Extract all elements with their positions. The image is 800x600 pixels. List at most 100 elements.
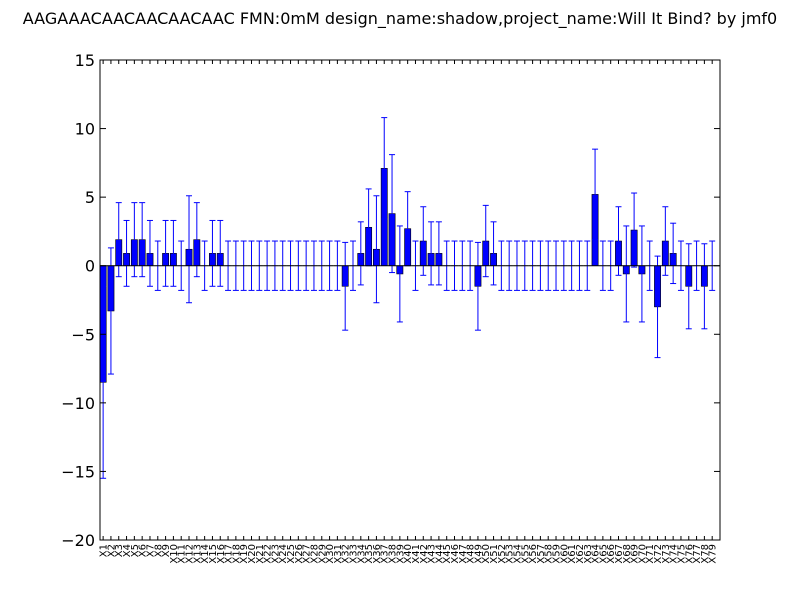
- x-tick-label: X66: [606, 544, 617, 564]
- error-bar-X78: [701, 243, 708, 330]
- x-tick-label: X23: [270, 544, 281, 564]
- x-tick-label: X21: [255, 544, 266, 564]
- error-bar-X37: [381, 117, 388, 220]
- error-bar-X5: [131, 202, 138, 278]
- x-tick-label: X39: [395, 544, 406, 564]
- x-tick-label: X24: [278, 544, 289, 564]
- error-bar-X15: [209, 219, 216, 287]
- error-bar-X10: [170, 219, 177, 287]
- error-bar-X13: [193, 202, 200, 278]
- y-tick-label: −15: [61, 462, 95, 481]
- x-tick-label: X77: [692, 544, 703, 564]
- x-tick-label: X44: [434, 544, 445, 564]
- y-tick-label: 10: [75, 120, 95, 139]
- x-tick-label: X22: [263, 544, 274, 564]
- x-tick-label: X42: [419, 544, 430, 564]
- error-bar-X68: [623, 225, 630, 323]
- x-tick-label: X32: [341, 544, 352, 564]
- y-axis: 15 10 5 0 −5 −10 −15 −20: [61, 51, 720, 550]
- x-tick-label: X37: [380, 544, 391, 564]
- x-tick-label: X13: [192, 544, 203, 564]
- x-tick-label: X75: [676, 544, 687, 564]
- y-tick-label: −20: [61, 531, 95, 550]
- x-tick-label: X29: [317, 544, 328, 564]
- error-bar-X74: [670, 222, 677, 285]
- x-tick-label: X16: [216, 544, 227, 564]
- x-tick-label: X43: [427, 544, 438, 564]
- error-bar-X76: [685, 243, 692, 330]
- x-tick-label: X12: [185, 544, 196, 564]
- x-tick-label: X20: [247, 544, 258, 564]
- chart-title: AAGAAACAACAACAACAAC FMN:0mM design_name:…: [23, 9, 777, 29]
- error-bar-X73: [662, 206, 669, 276]
- x-tick-label: X73: [661, 544, 672, 564]
- x-tick-label: X48: [466, 544, 477, 564]
- x-tick-label: X55: [520, 544, 531, 564]
- x-tick-label: X11: [177, 544, 188, 564]
- x-tick-label: X45: [442, 544, 453, 564]
- x-tick-label: X34: [356, 544, 367, 564]
- x-tick-label: X38: [388, 544, 399, 564]
- error-bar-X69: [631, 192, 638, 268]
- x-tick-label: X61: [567, 544, 578, 564]
- x-tick-label: X76: [684, 544, 695, 564]
- x-tick-label: X68: [622, 544, 633, 564]
- x-tick-label: X69: [630, 544, 641, 564]
- error-bar-X43: [428, 221, 435, 286]
- x-tick-label: X7: [145, 544, 156, 557]
- error-bar-X7: [146, 219, 153, 287]
- y-tick-label: −5: [71, 325, 95, 344]
- x-tick-label: X10: [169, 544, 180, 564]
- error-bar-X3: [115, 202, 122, 278]
- error-bar-X1: [100, 285, 107, 479]
- error-bar-X51: [490, 221, 497, 286]
- error-bar-X42: [420, 206, 427, 276]
- x-tick-label: X36: [372, 544, 383, 564]
- x-tick-label: X63: [583, 544, 594, 564]
- error-bar-X67: [615, 206, 622, 276]
- x-tick-label: X64: [591, 544, 602, 564]
- error-bar-X6: [139, 202, 146, 278]
- error-bar-X4: [123, 219, 130, 287]
- x-tick-label: X58: [544, 544, 555, 564]
- x-tick-label: X3: [114, 544, 125, 557]
- x-tick-label: X56: [528, 544, 539, 564]
- x-tick-label: X28: [309, 544, 320, 564]
- y-tick-label: −10: [61, 394, 95, 413]
- x-tick-label: X47: [458, 544, 469, 564]
- x-tick-label: X5: [130, 544, 141, 557]
- y-tick-label: 5: [85, 188, 95, 207]
- error-bar-X9: [162, 219, 169, 287]
- error-bar-X38: [389, 154, 396, 274]
- x-tick-label: X18: [231, 544, 242, 564]
- x-tick-label: X74: [669, 544, 680, 564]
- x-axis: X1X2X3X4X5X6X7X8X9X10X11X12X13X14X15X16X…: [99, 60, 719, 564]
- x-tick-label: X60: [559, 544, 570, 564]
- x-tick-label: X4: [122, 544, 133, 557]
- error-bar-X49: [474, 241, 481, 331]
- x-tick-label: X26: [294, 544, 305, 564]
- x-tick-label: X46: [450, 544, 461, 564]
- x-tick-label: X8: [153, 544, 164, 557]
- error-bar-X34: [357, 221, 364, 286]
- error-bar-X2: [107, 247, 114, 375]
- x-tick-label: X31: [333, 544, 344, 564]
- x-tick-label: X62: [575, 544, 586, 564]
- x-tick-label: X78: [700, 544, 711, 564]
- error-bars-group: [100, 117, 716, 479]
- x-tick-label: X17: [224, 544, 235, 564]
- x-tick-label: X67: [614, 544, 625, 564]
- error-bar-X70: [638, 225, 645, 323]
- x-tick-label: X40: [403, 544, 414, 564]
- x-tick-label: X6: [138, 544, 149, 557]
- x-tick-label: X51: [489, 544, 500, 564]
- x-tick-label: X72: [653, 544, 664, 564]
- x-tick-label: X49: [473, 544, 484, 564]
- x-tick-label: X30: [325, 544, 336, 564]
- x-tick-label: X25: [286, 544, 297, 564]
- x-tick-label: X1: [99, 544, 110, 557]
- error-bar-X12: [186, 195, 193, 304]
- x-tick-label: X14: [200, 544, 211, 564]
- x-tick-label: X9: [161, 544, 172, 557]
